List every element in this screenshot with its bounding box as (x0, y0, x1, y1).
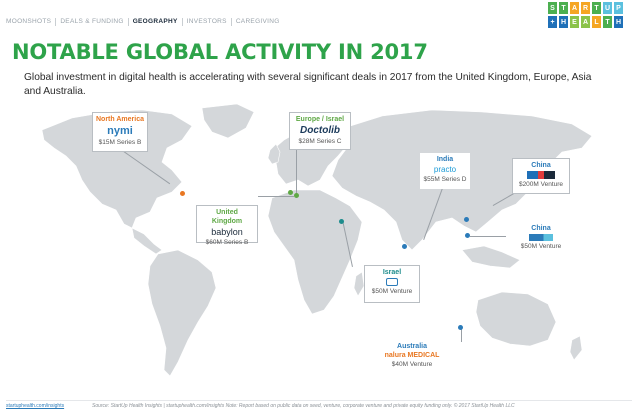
callout-united-kingdom: United Kingdom babylon $60M Series B (196, 205, 258, 246)
continent-new-zealand (569, 335, 583, 361)
logo-letter: S (548, 2, 557, 14)
leader-line (258, 196, 294, 197)
logo-letter: H (559, 16, 568, 28)
leader-line (470, 236, 506, 237)
logo-letter: T (559, 2, 568, 14)
leader-line (296, 150, 297, 195)
location-dot-europe (288, 190, 293, 195)
deal-amount: $15M Series B (98, 139, 142, 146)
practo-logo: practo (433, 165, 457, 174)
callout-china-2: China $50M Venture (512, 222, 570, 256)
callout-israel: Israel $50M Venture (364, 265, 420, 303)
callout-china-1: China $200M Venture (512, 158, 570, 194)
location-dot-india (402, 244, 407, 249)
doctolib-logo: Doctolib (300, 125, 340, 136)
continent-greenland (201, 103, 255, 139)
continent-australia (475, 291, 557, 347)
logo-letter: T (592, 2, 601, 14)
continent-south-america (147, 249, 217, 377)
location-dot-uk (294, 193, 299, 198)
logo-letter: T (603, 16, 612, 28)
top-nav: MOONSHOTS DEALS & FUNDING GEOGRAPHY INVE… (6, 17, 284, 27)
logo-letter: P (614, 2, 623, 14)
logo-letter: A (570, 2, 579, 14)
startup-health-logo: S T A R T U P + H E A L T H (548, 2, 632, 32)
region-label: North America (96, 116, 144, 123)
world-map (41, 103, 593, 377)
deal-amount: $60M Series B (205, 239, 249, 246)
region-label: Israel (382, 269, 402, 276)
continent-north-america (41, 109, 193, 229)
region-label: China (531, 225, 551, 232)
continent-africa (267, 189, 363, 315)
deal-amount: $40M Venture (391, 361, 433, 368)
callout-australia: Australia nalura MEDICAL $40M Venture (376, 340, 448, 376)
source-note: Source: StartUp Health Insights | startu… (92, 403, 515, 409)
deal-amount: $55M Series D (423, 176, 467, 183)
company-logo (386, 278, 398, 286)
tab-caregiving[interactable]: CAREGIVING (230, 18, 284, 26)
company-logo (527, 171, 555, 179)
deal-amount: $50M Venture (520, 243, 562, 250)
callout-north-america: North America nymi $15M Series B (92, 112, 148, 152)
leader-line (461, 328, 462, 342)
continent-se-asia (461, 245, 521, 269)
insights-link[interactable]: startuphealth.com/insights (6, 403, 65, 409)
callout-india: India practo $55M Series D (420, 153, 470, 189)
nymi-logo: nymi (107, 125, 133, 137)
tab-deals-funding[interactable]: DEALS & FUNDING (55, 18, 127, 26)
region-label: China (531, 162, 551, 169)
location-dot-china-1 (464, 217, 469, 222)
page-title: NOTABLE GLOBAL ACTIVITY IN 2017 (12, 40, 428, 64)
tab-moonshots[interactable]: MOONSHOTS (6, 18, 52, 25)
location-dot-australia (458, 325, 463, 330)
location-dot-israel (339, 219, 344, 224)
deal-amount: $28M Series C (298, 138, 342, 145)
logo-letter: U (603, 2, 612, 14)
continent-uk (267, 143, 281, 165)
page-subtitle: Global investment in digital health is a… (24, 72, 592, 97)
region-label: Europe / Israel (295, 116, 345, 123)
logo-letter: E (570, 16, 579, 28)
region-label: United Kingdom (211, 209, 243, 225)
continent-madagascar (353, 271, 365, 297)
location-dot-north-america (180, 191, 185, 196)
logo-letter: H (614, 16, 623, 28)
continent-central-america (131, 227, 163, 255)
footer-divider (6, 400, 632, 401)
company-logo (529, 234, 553, 241)
logo-letter: A (581, 16, 590, 28)
deal-amount: $200M Venture (518, 181, 564, 188)
tab-investors[interactable]: INVESTORS (181, 18, 231, 26)
nalura-logo: nalura MEDICAL (384, 352, 440, 359)
logo-letter: + (548, 16, 557, 28)
babylon-logo: babylon (211, 227, 243, 237)
deal-amount: $50M Venture (371, 288, 413, 295)
region-label: Australia (397, 343, 427, 350)
logo-letter: R (581, 2, 590, 14)
location-dot-china-2 (465, 233, 470, 238)
tab-geography[interactable]: GEOGRAPHY (127, 18, 182, 26)
callout-europe-israel: Europe / Israel Doctolib $28M Series C (289, 112, 351, 150)
logo-letter: L (592, 16, 601, 28)
region-label: India (436, 156, 454, 163)
